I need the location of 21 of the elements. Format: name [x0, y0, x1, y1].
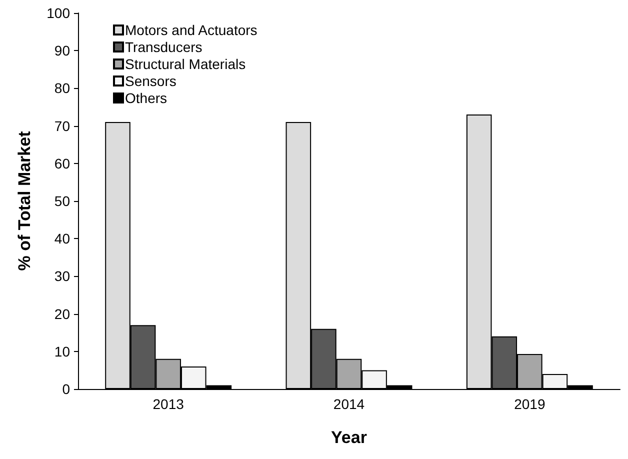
y-tick-label: 80 [54, 80, 70, 96]
y-axis-title: % of Total Market [15, 130, 34, 271]
x-tick-label: 2013 [152, 396, 184, 412]
x-axis-title: Year [331, 428, 368, 447]
y-tick-label: 40 [54, 230, 70, 247]
x-tick-label: 2019 [514, 396, 546, 412]
x-tick-label: 2014 [333, 396, 365, 412]
y-tick-label: 30 [54, 268, 70, 284]
y-tick-label: 90 [54, 42, 70, 59]
legend-label: Transducers [125, 39, 202, 55]
legend-label: Structural Materials [125, 56, 246, 72]
legend-label: Others [125, 90, 168, 106]
y-tick-label: 100 [46, 5, 70, 21]
y-tick-label: 20 [54, 306, 70, 322]
y-tick-label: 70 [54, 118, 70, 134]
y-tick-label: 0 [62, 381, 70, 397]
y-tick-label: 10 [54, 343, 70, 360]
legend-label: Motors and Actuators [125, 22, 258, 38]
y-tick-label: 60 [54, 155, 70, 172]
y-tick-label: 50 [54, 193, 70, 209]
legend-label: Sensors [125, 73, 176, 89]
